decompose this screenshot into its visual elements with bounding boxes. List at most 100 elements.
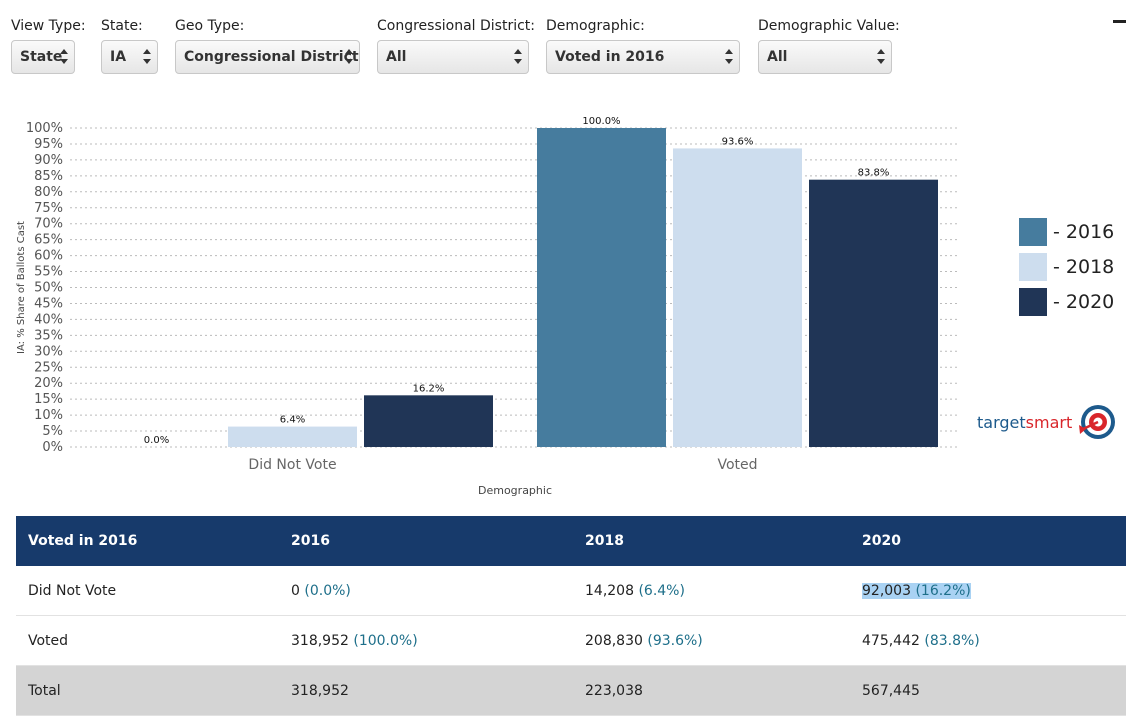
congressional-district-filter: Congressional District: All: [377, 16, 535, 74]
state-select[interactable]: IA: [101, 40, 158, 74]
congressional-district-select[interactable]: All: [377, 40, 529, 74]
chart-legend: - 2016 - 2018 - 2020: [1019, 214, 1114, 319]
y-tick-label: 5%: [42, 424, 63, 439]
select-arrows-icon: [877, 49, 885, 65]
y-tick-label: 75%: [34, 201, 63, 216]
y-tick-label: 30%: [34, 344, 63, 359]
demographic-value-value: All: [767, 49, 788, 65]
y-tick-label: 60%: [34, 249, 63, 264]
y-tick-label: 25%: [34, 360, 63, 375]
y-tick-label: 70%: [34, 217, 63, 232]
header-cell: 2018: [585, 533, 624, 549]
legend-swatch-2020: [1019, 287, 1047, 316]
legend-label-2016: - 2016: [1053, 220, 1115, 243]
data-label: 100.0%: [582, 116, 620, 127]
bar-2020-1: [809, 179, 938, 447]
y-tick-label: 10%: [34, 408, 63, 423]
select-arrows-icon: [60, 49, 68, 65]
y-tick-label: 50%: [34, 281, 63, 296]
geo-type-value: Congressional District: [184, 49, 359, 65]
data-label: 0.0%: [144, 435, 169, 446]
y-tick-label: 45%: [34, 296, 63, 311]
table-cell: 14,208 (6.4%): [585, 582, 685, 599]
state-label: State:: [101, 18, 143, 34]
state-value: IA: [110, 49, 127, 65]
select-arrows-icon: [514, 49, 522, 65]
view-type-value: State: [20, 49, 63, 65]
legend-label-2020: - 2020: [1053, 290, 1115, 313]
target-logo-icon: [1079, 405, 1116, 439]
table-cell: 208,830 (93.6%): [585, 632, 703, 649]
y-tick-label: 65%: [34, 233, 63, 248]
state-filter: State: IA: [101, 16, 158, 74]
bar-2016-1: [537, 128, 666, 447]
y-tick-label: 80%: [34, 185, 63, 200]
legend-swatch-2018: [1019, 252, 1047, 281]
y-tick-label: 90%: [34, 153, 63, 168]
x-tick-label: Did Not Vote: [248, 457, 336, 473]
demographic-select[interactable]: Voted in 2016: [546, 40, 740, 74]
table-cell: 567,445: [862, 682, 920, 699]
y-tick-label: 0%: [42, 440, 63, 455]
legend-swatch-2016: [1019, 217, 1047, 246]
legend-item-2018[interactable]: - 2018: [1019, 249, 1114, 284]
legend-item-2016[interactable]: - 2016: [1019, 214, 1114, 249]
chart-area: 0% 5% 10% 15% 20% 25% 30% 35% 40% 45% 50% 55% 60% 65%…: [0, 110, 1144, 510]
bar-chart: 0%5%10%15%20%25%30%35%40%45%50%55%60%65%…: [16, 116, 960, 497]
table-cell: 0 (0.0%): [291, 582, 351, 599]
header-cell: 2016: [291, 533, 330, 549]
table-cell: 223,038: [585, 682, 643, 699]
y-tick-label: 40%: [34, 312, 63, 327]
y-tick-label: 20%: [34, 376, 63, 391]
y-tick-label: 55%: [34, 265, 63, 280]
table-cell: 92,003 (16.2%): [862, 582, 971, 599]
geo-type-filter: Geo Type: Congressional District: [175, 16, 360, 74]
header-cell: Voted in 2016: [28, 533, 138, 549]
y-tick-label: 100%: [26, 121, 63, 136]
row-label: Total: [28, 682, 61, 699]
view-type-label: View Type:: [11, 18, 86, 34]
minimize-icon[interactable]: [1113, 20, 1126, 23]
table-total-row: Total 318,952 223,038 567,445: [16, 666, 1126, 716]
table-row: Did Not Vote 0 (0.0%) 14,208 (6.4%) 92,0…: [16, 566, 1126, 616]
demographic-value-select[interactable]: All: [758, 40, 892, 74]
data-label: 83.8%: [858, 168, 890, 179]
select-arrows-icon: [725, 49, 733, 65]
bar-2020-0: [364, 395, 493, 447]
geo-type-label: Geo Type:: [175, 18, 245, 34]
demographic-value: Voted in 2016: [555, 49, 665, 65]
filter-bar: View Type: State State: IA Geo Type: Con…: [0, 0, 1144, 90]
table-cell: 318,952 (100.0%): [291, 632, 418, 649]
x-tick-label: Voted: [717, 457, 757, 473]
select-arrows-icon: [143, 49, 151, 65]
table-row: Voted 318,952 (100.0%) 208,830 (93.6%) 4…: [16, 616, 1126, 666]
select-arrows-icon: [345, 49, 353, 65]
demographic-filter: Demographic: Voted in 2016: [546, 16, 740, 74]
row-label: Did Not Vote: [28, 582, 117, 599]
y-axis-title: IA: % Share of Ballots Cast: [16, 221, 27, 354]
geo-type-select[interactable]: Congressional District: [175, 40, 360, 74]
table-header: Voted in 2016 2016 2018 2020: [16, 516, 1126, 566]
table-cell: 318,952: [291, 682, 349, 699]
legend-item-2020[interactable]: - 2020: [1019, 284, 1114, 319]
y-tick-label: 35%: [34, 328, 63, 343]
congressional-district-value: All: [386, 49, 407, 65]
view-type-filter: View Type: State: [11, 16, 86, 74]
demographic-value-label: Demographic Value:: [758, 18, 900, 34]
y-tick-label: 95%: [34, 137, 63, 152]
data-label: 6.4%: [280, 415, 305, 426]
results-table: Voted in 2016 2016 2018 2020 Did Not Vot…: [16, 516, 1126, 716]
view-type-select[interactable]: State: [11, 40, 75, 74]
demographic-label: Demographic:: [546, 18, 645, 34]
congressional-district-label: Congressional District:: [377, 18, 535, 34]
bar-2018-1: [673, 148, 802, 447]
data-label: 93.6%: [722, 136, 754, 147]
demographic-value-filter: Demographic Value: All: [758, 16, 900, 74]
bar-2018-0: [228, 426, 357, 447]
y-tick-label: 15%: [34, 392, 63, 407]
header-cell: 2020: [862, 533, 901, 549]
legend-label-2018: - 2018: [1053, 255, 1115, 278]
table-cell: 475,442 (83.8%): [862, 632, 980, 649]
y-tick-label: 85%: [34, 169, 63, 184]
row-label: Voted: [28, 632, 69, 649]
